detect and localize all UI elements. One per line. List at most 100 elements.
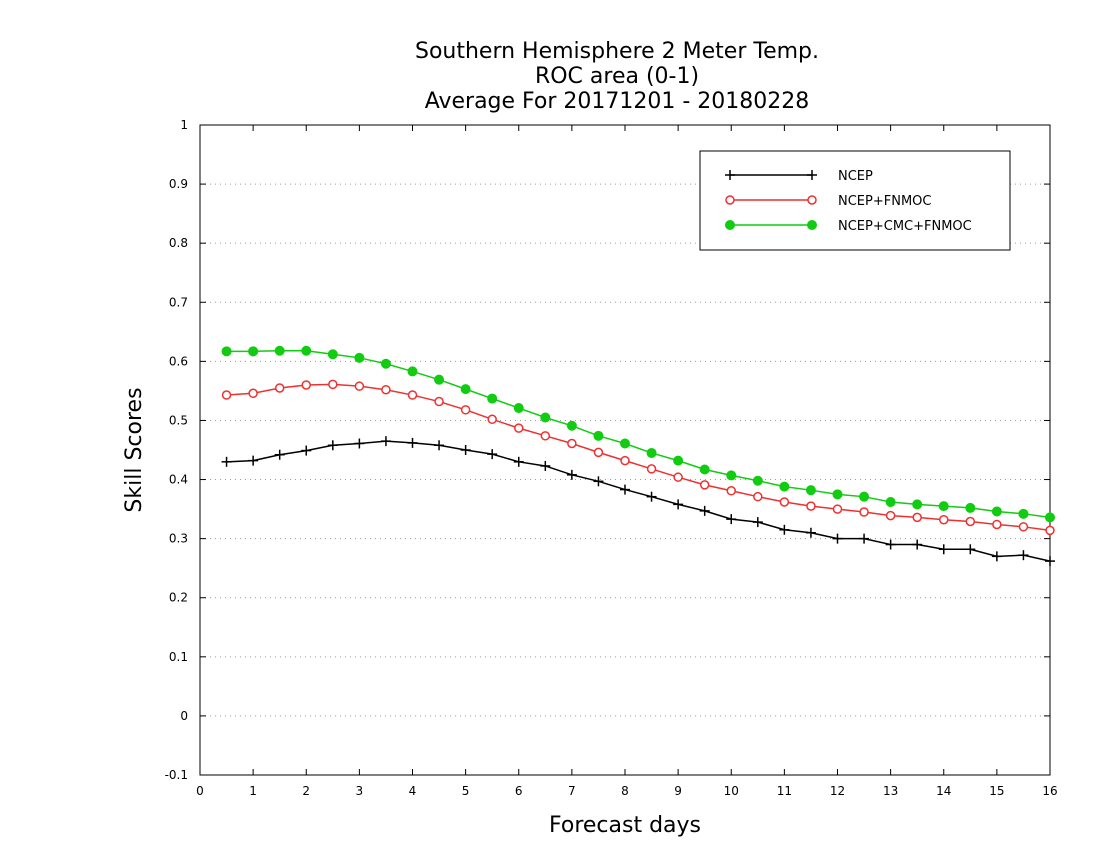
data-point — [646, 464, 657, 474]
data-point — [725, 220, 735, 230]
data-point — [699, 464, 710, 475]
legend-label: NCEP+FNMOC — [838, 194, 931, 209]
data-point — [807, 170, 817, 180]
data-point — [434, 440, 445, 451]
data-point — [1045, 512, 1055, 523]
data-point — [487, 393, 498, 404]
y-axis-label: Skill Scores — [122, 387, 147, 512]
data-point — [859, 533, 870, 544]
data-point — [673, 472, 683, 482]
data-point — [514, 423, 524, 433]
data-point — [248, 346, 259, 357]
data-point — [779, 524, 790, 535]
data-point — [434, 396, 444, 407]
series-line — [226, 383, 1051, 532]
data-point — [753, 491, 763, 502]
x-tick-label: 11 — [777, 784, 792, 798]
data-point — [301, 445, 312, 456]
data-point — [726, 514, 737, 525]
data-point — [938, 501, 949, 512]
data-point — [807, 220, 817, 230]
data-point — [274, 345, 285, 356]
x-tick-label: 13 — [883, 784, 898, 798]
chart-title-line-1: Southern Hemisphere 2 Meter Temp. — [415, 39, 819, 64]
chart-title-line-2: ROC area (0-1) — [535, 64, 699, 89]
x-tick-label: 10 — [724, 784, 739, 798]
y-tick-label: 0.1 — [169, 650, 188, 664]
data-point — [725, 170, 735, 180]
x-tick-label: 8 — [621, 784, 629, 798]
data-point — [540, 431, 551, 441]
data-point — [885, 497, 896, 507]
legend-label: NCEP — [838, 169, 873, 184]
data-point — [513, 456, 524, 467]
data-point — [380, 436, 391, 447]
legend: NCEP NCEP+FNMOC NCEP+CMC+FNMOC — [699, 150, 1011, 251]
data-point — [859, 491, 870, 502]
x-tick-label: 15 — [989, 784, 1004, 798]
data-point — [752, 475, 763, 486]
data-point — [274, 449, 285, 460]
data-point — [301, 345, 312, 356]
data-point — [460, 405, 471, 415]
data-point — [805, 527, 816, 538]
data-point — [593, 476, 604, 487]
data-point — [699, 480, 710, 490]
data-point — [380, 358, 391, 369]
data-point — [620, 455, 630, 466]
data-point — [566, 420, 577, 431]
y-tick-label: 0.4 — [169, 473, 188, 487]
data-point — [620, 484, 630, 495]
data-point — [487, 449, 498, 460]
data-point — [221, 346, 232, 357]
series-ncep-fnmoc — [221, 379, 1055, 536]
data-point — [407, 437, 418, 448]
x-tick-label: 12 — [830, 784, 845, 798]
data-point — [566, 469, 577, 480]
data-point — [248, 455, 259, 466]
data-point — [912, 512, 922, 523]
series-ncep-cmc-fnmoc — [221, 345, 1055, 523]
x-tick-label: 6 — [515, 784, 523, 798]
x-tick-label: 5 — [462, 784, 470, 798]
data-point — [965, 502, 976, 513]
data-point — [567, 438, 577, 449]
data-point — [354, 352, 365, 363]
y-tick-label: 0 — [180, 709, 188, 723]
data-point — [1018, 508, 1029, 519]
data-point — [1018, 522, 1029, 532]
axis-ticks: -0.100.10.20.30.40.50.60.70.80.910 1 2 3 4 5 6… — [165, 118, 1058, 798]
data-point — [327, 440, 338, 451]
data-point — [620, 438, 630, 449]
data-point — [593, 447, 604, 458]
data-point — [912, 539, 923, 550]
data-point — [301, 380, 311, 390]
data-point — [1045, 525, 1055, 536]
data-point — [646, 491, 657, 502]
data-point — [752, 517, 763, 528]
data-point — [912, 499, 923, 510]
data-point — [859, 507, 869, 517]
data-point — [991, 506, 1002, 517]
data-point — [460, 445, 471, 455]
data-point — [221, 456, 232, 467]
data-point — [805, 485, 816, 496]
data-point — [939, 514, 949, 525]
data-point — [938, 544, 949, 555]
data-point — [646, 447, 657, 458]
x-tick-label: 1 — [249, 784, 257, 798]
data-point — [513, 403, 524, 414]
data-point — [726, 470, 737, 481]
y-tick-label: 0.3 — [169, 532, 188, 546]
x-tick-label: 4 — [409, 784, 417, 798]
data-point — [673, 455, 684, 466]
data-point — [965, 544, 976, 555]
data-point — [807, 195, 817, 205]
y-tick-label: 0.8 — [169, 236, 188, 250]
data-point — [434, 374, 445, 385]
y-tick-label: 1 — [180, 118, 188, 132]
x-tick-label: 14 — [936, 784, 951, 798]
data-point — [540, 412, 551, 423]
data-point — [832, 533, 843, 544]
